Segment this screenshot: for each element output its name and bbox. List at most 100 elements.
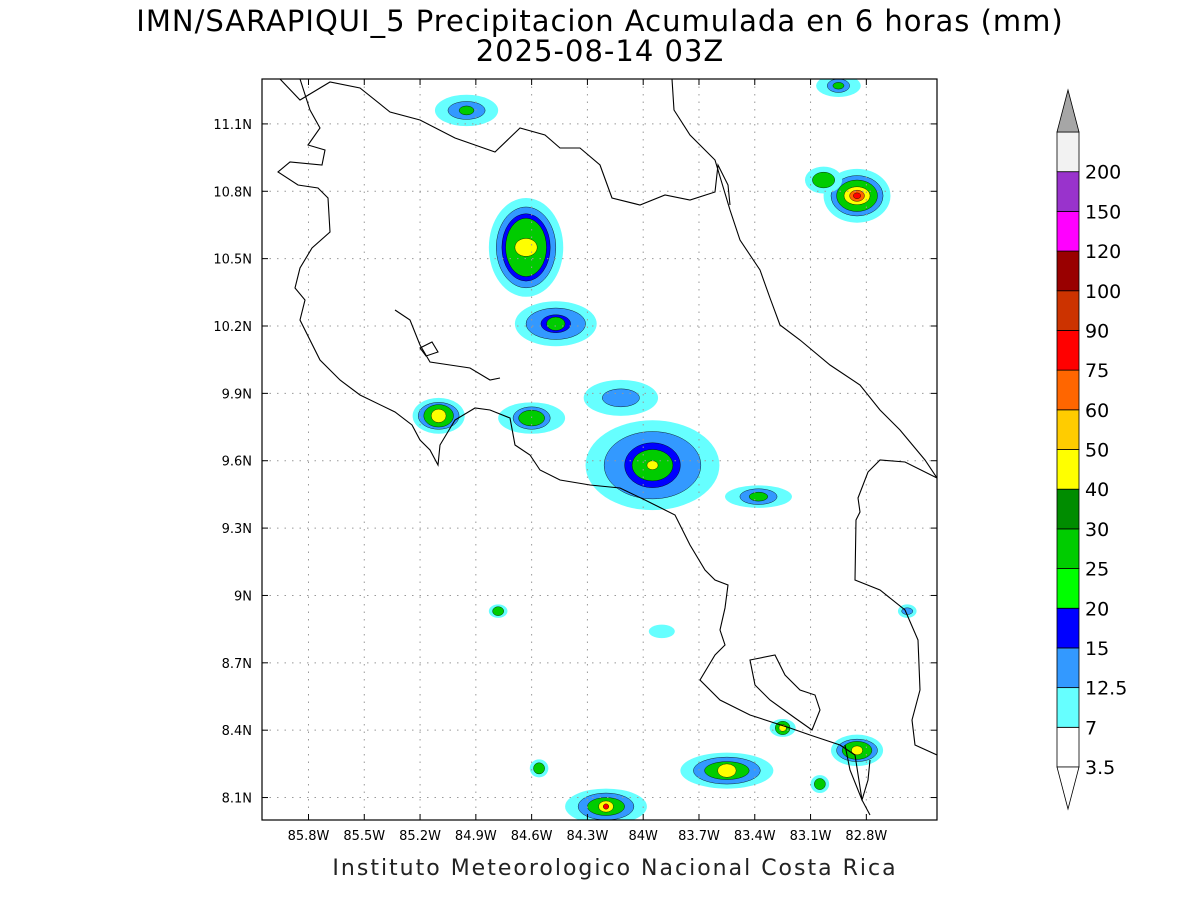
precip-cell-top-right-strip: [816, 79, 861, 97]
credit-text: Instituto Meteorologico Nacional Costa R…: [332, 856, 898, 881]
precip-contour: [546, 316, 566, 331]
colorbar-bin: [1056, 131, 1080, 173]
colorbar-bin: [1056, 330, 1080, 371]
precip-contour: [458, 105, 475, 116]
precip-contour: [851, 745, 863, 756]
colorbar-bin: [1056, 687, 1080, 728]
precip-cell-osa-small: [648, 624, 675, 639]
pacific-coast-north: [277, 79, 871, 816]
x-tick-label: 84.3W: [567, 829, 609, 844]
precip-cell-mid-west-dot: [488, 604, 508, 618]
golfo-dulce: [749, 654, 821, 731]
precip-cell-panama-border: [831, 734, 884, 767]
colorbar-top-arrow: [1056, 88, 1080, 133]
precip-cell-sarapiqui: [514, 301, 597, 347]
x-tick-label: 85.8W: [288, 829, 330, 844]
x-tick-label: 85.2W: [399, 829, 441, 844]
precip-cell-central-valley: [585, 420, 720, 511]
precip-cell-central-north: [583, 379, 659, 416]
precip-cell-lake-nicaragua: [434, 94, 499, 127]
y-tick-label: 9.9N: [222, 387, 252, 402]
colorbar-bin: [1056, 210, 1080, 252]
x-tick-label: 85.5W: [343, 829, 385, 844]
colorbar-label: 60: [1085, 400, 1109, 422]
colorbar-bin: [1056, 290, 1080, 331]
y-tick-label: 9.6N: [222, 455, 252, 470]
precip-cell-south-mid: [810, 775, 830, 794]
x-tick-label: 84.6W: [511, 829, 553, 844]
precip-contour: [853, 192, 861, 199]
colorbar-label: 120: [1085, 241, 1121, 263]
y-tick-label: 8.7N: [222, 657, 252, 672]
y-tick-label: 10.5N: [213, 253, 252, 268]
precip-contour: [431, 408, 447, 423]
x-tick-label: 83.4W: [734, 829, 776, 844]
x-tick-label: 83.7W: [678, 829, 720, 844]
colorbar-label: 7: [1085, 717, 1097, 739]
colorbar-label: 30: [1085, 519, 1109, 541]
colorbar-label: 150: [1085, 201, 1121, 223]
precip-contour: [814, 778, 826, 790]
colorbar-label: 15: [1085, 638, 1109, 660]
precipitation-field: [412, 79, 917, 820]
precip-cell-osa-south-1: [680, 752, 774, 789]
precip-contour: [648, 624, 675, 639]
coastline-borders: [277, 79, 937, 816]
nicaragua-cr-border: [279, 79, 731, 206]
colorbar-label: 50: [1085, 440, 1109, 462]
precip-cell-caribbean-south: [725, 485, 792, 508]
colorbar-label: 20: [1085, 598, 1109, 620]
precip-cell-san-carlos: [488, 198, 564, 297]
colorbar-bin: [1056, 568, 1080, 609]
precip-cell-puntarenas: [498, 402, 566, 434]
precip-contour: [603, 803, 609, 810]
nicoya-inner: [394, 309, 501, 381]
colorbar-bottom-arrow: [1056, 766, 1080, 811]
burica-peninsula: [844, 744, 871, 802]
colorbar-bin: [1056, 607, 1080, 649]
precip-contour: [602, 388, 640, 408]
precip-contour: [518, 410, 545, 427]
colorbar-label: 12.5: [1085, 678, 1127, 700]
colorbar-bin: [1056, 250, 1080, 292]
precip-contour: [533, 762, 545, 775]
colorbar-bin: [1056, 369, 1080, 411]
precip-cell-south-dot: [529, 759, 549, 778]
x-tick-label: 84.9W: [455, 829, 497, 844]
precip-contour: [812, 171, 835, 189]
y-tick-label: 8.1N: [222, 792, 252, 807]
lat-lon-grid: [262, 79, 937, 820]
colorbar-label: 3.5: [1085, 757, 1115, 779]
map-title: IMN/SARAPIQUI_5 Precipitacion Acumulada …: [136, 4, 1064, 38]
panama-border: [854, 459, 937, 756]
colorbar-label: 25: [1085, 559, 1109, 581]
y-tick-label: 8.4N: [222, 724, 252, 739]
colorbar-label: 200: [1085, 162, 1121, 184]
precip-cell-ne-small: [804, 166, 843, 194]
precip-contour: [748, 491, 768, 502]
colorbar-bin: [1056, 488, 1080, 530]
y-tick-label: 10.8N: [213, 185, 252, 200]
colorbar-bin: [1056, 449, 1080, 490]
colorbar-bin: [1056, 726, 1080, 768]
y-tick-label: 11.1N: [213, 118, 252, 133]
colorbar: 3.5 7 12.5 15 20 25 30 40 50 60 75 90 100 120 150 200: [1056, 88, 1127, 811]
precip-contour: [492, 606, 504, 616]
x-tick-label: 83.1W: [790, 829, 832, 844]
colorbar-label: 100: [1085, 281, 1121, 303]
colorbar-bin: [1056, 409, 1080, 450]
y-tick-label: 9.3N: [222, 522, 252, 537]
precip-cell-bottom-left: [565, 788, 647, 820]
precip-contour: [717, 763, 737, 778]
colorbar-label: 90: [1085, 320, 1109, 342]
map-datetime: 2025-08-14 03Z: [475, 34, 725, 68]
y-tick-label: 9N: [234, 589, 252, 604]
x-tick-label: 82.8W: [845, 829, 887, 844]
plot-frame: [261, 78, 938, 821]
precip-contour: [646, 460, 659, 470]
colorbar-bin: [1056, 171, 1080, 212]
precip-cell-guanacaste: [412, 397, 465, 434]
precip-cell-golfito: [769, 718, 796, 737]
precip-contour: [514, 238, 538, 257]
